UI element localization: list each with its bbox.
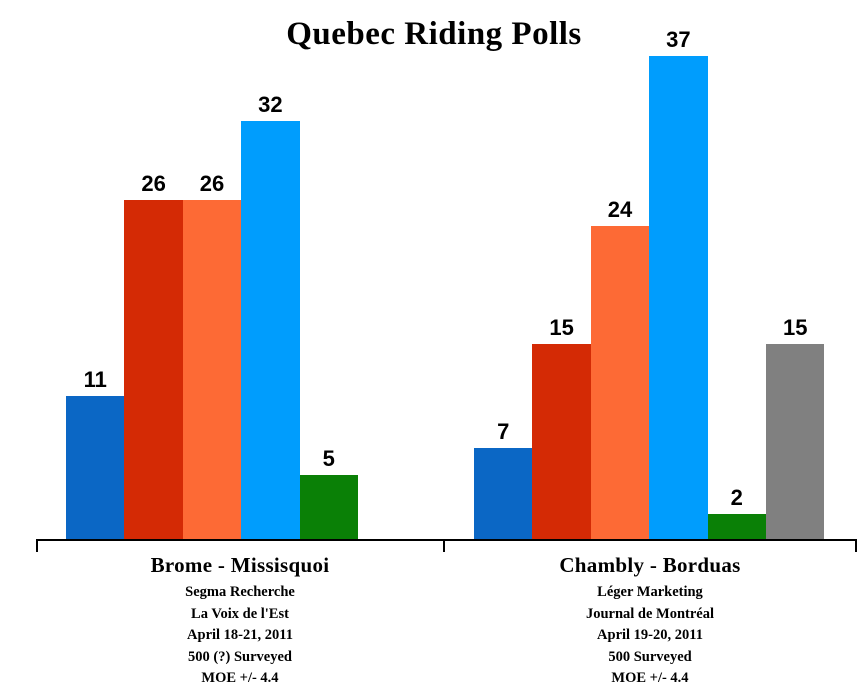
x-axis-tick-left [36, 539, 38, 552]
bar [649, 56, 708, 540]
x-axis-tick-middle [443, 539, 445, 552]
bar [532, 343, 591, 540]
group-moe: MOE +/- 4.4 [611, 670, 689, 686]
group-sample: 500 (?) Surveyed [188, 648, 292, 665]
bar [66, 396, 125, 540]
group-dates: April 19-20, 2011 [597, 627, 703, 643]
bar-value-label: 5 [322, 445, 335, 471]
group-media: La Voix de l'Est [191, 605, 289, 622]
bar [766, 343, 825, 540]
x-axis-tick-right [855, 539, 857, 552]
bar-value-label: 24 [607, 197, 633, 223]
bar-value-label: 15 [782, 314, 808, 340]
group-moe: MOE +/- 4.4 [201, 670, 279, 686]
group-dates: April 18-21, 2011 [187, 627, 293, 643]
bar-value-label: 37 [666, 27, 691, 53]
bar [590, 226, 650, 540]
bar [299, 474, 358, 540]
group-media: Journal de Montréal [585, 605, 715, 622]
group-label-brome-missisquoi: Brome - Missisquoi Segma Recherche La Vo… [40, 552, 440, 690]
bar [707, 513, 766, 540]
group-label-chambly-borduas: Chambly - Borduas Léger Marketing Journa… [450, 552, 850, 690]
bar-value-label: 15 [549, 314, 574, 340]
group-sample: 500 Surveyed [608, 648, 692, 665]
bar-value-label: 2 [730, 484, 743, 510]
bar-value-label: 26 [199, 170, 225, 196]
bar-value-label: 11 [83, 367, 107, 393]
x-axis-line [36, 539, 857, 541]
group-pollster: Léger Marketing [597, 584, 703, 600]
group-title: Brome - Missisquoi [150, 553, 330, 577]
bar [474, 448, 533, 540]
bar [241, 121, 300, 540]
bar-value-label: 32 [258, 92, 283, 118]
bar-value-label: 26 [141, 170, 166, 196]
group-title: Chambly - Borduas [559, 553, 741, 577]
bar [182, 199, 242, 540]
bar-value-label: 7 [497, 419, 510, 445]
group-pollster: Segma Recherche [185, 584, 295, 600]
chart-title: Quebec Riding Polls [286, 16, 582, 52]
bar [124, 199, 183, 540]
